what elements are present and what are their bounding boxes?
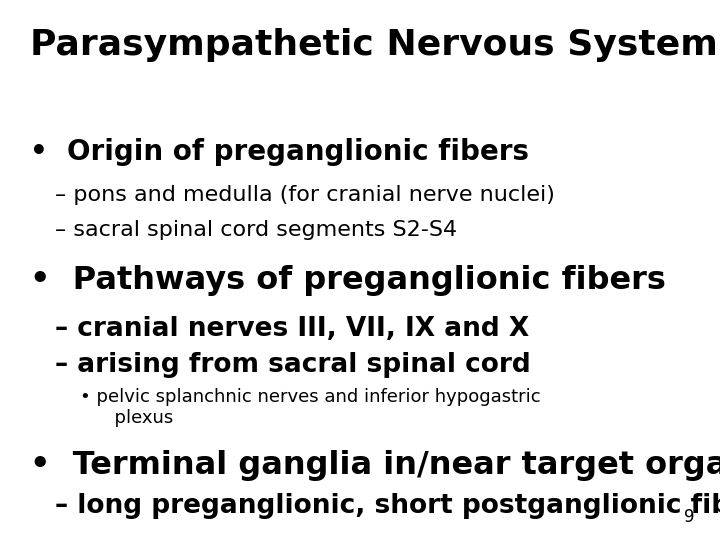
Text: – pons and medulla (for cranial nerve nuclei): – pons and medulla (for cranial nerve nu… [55, 185, 555, 205]
Text: •  Pathways of preganglionic fibers: • Pathways of preganglionic fibers [30, 265, 666, 296]
Text: 9: 9 [684, 509, 695, 526]
Text: – arising from sacral spinal cord: – arising from sacral spinal cord [55, 352, 531, 378]
Text: • pelvic splanchnic nerves and inferior hypogastric
      plexus: • pelvic splanchnic nerves and inferior … [80, 388, 541, 427]
Text: •  Origin of preganglionic fibers: • Origin of preganglionic fibers [30, 138, 529, 166]
Text: Parasympathetic Nervous System: Parasympathetic Nervous System [30, 28, 718, 62]
Text: – long preganglionic, short postganglionic fibers: – long preganglionic, short postganglion… [55, 493, 720, 519]
Text: – sacral spinal cord segments S2-S4: – sacral spinal cord segments S2-S4 [55, 220, 457, 240]
Text: – cranial nerves III, VII, IX and X: – cranial nerves III, VII, IX and X [55, 316, 529, 342]
Text: •  Terminal ganglia in/near target organs: • Terminal ganglia in/near target organs [30, 450, 720, 481]
